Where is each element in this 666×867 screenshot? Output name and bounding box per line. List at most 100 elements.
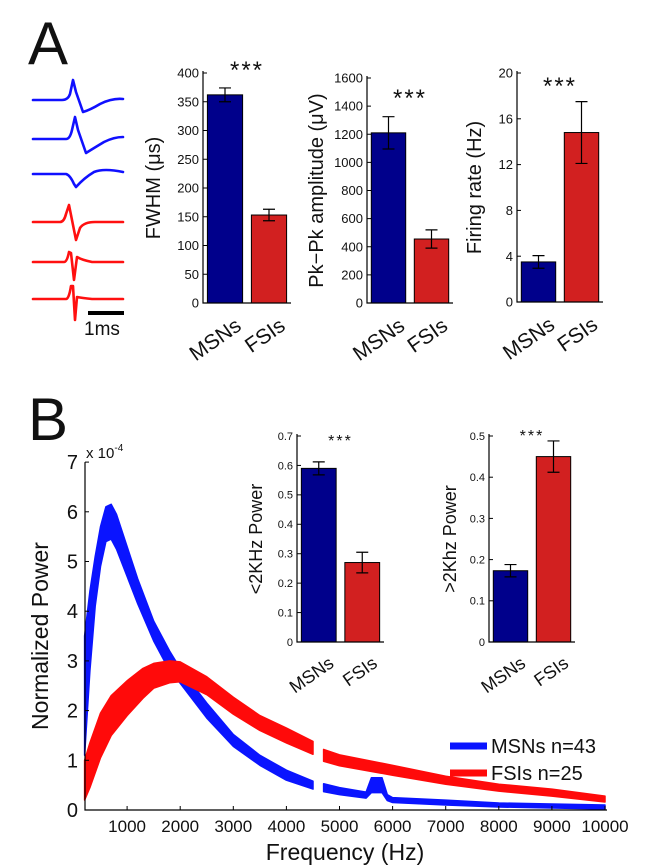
y-tick-label: 0.3 [470,513,485,525]
series-band-fsis [322,748,606,803]
y-tick-label: 0.1 [278,607,293,619]
y-tick-label: 0.2 [278,578,293,590]
significance-annotation: *** [543,73,577,100]
y-axis-label: Pk−Pk amplitude (μV) [306,93,328,287]
error-bar [575,101,588,165]
spectrum-chart: 0 1 2 3 4 5 6 7 1000 2000 3000 4000 5000 6000 7000 8000… [27,443,629,865]
y-tick-label: 100 [177,238,199,253]
y-tick-label: 12 [499,157,513,172]
y-tick-label: 4 [67,601,78,623]
y-tick-label: 0 [287,637,293,649]
x-tick-label: 10000 [581,817,628,836]
category-label: MSNs [477,653,529,697]
panel-label-b: B [28,386,68,453]
significance-annotation: *** [230,57,264,84]
legend-label: MSNs n=43 [491,736,596,758]
y-axis-label: FWHM (μs) [143,137,165,240]
significance-annotation: *** [393,85,427,112]
y-tick-label: 1000 [334,155,363,170]
category-label: FSIs [241,314,290,358]
bar-msns [370,132,407,304]
y-tick-label: 0.3 [278,549,293,561]
bar-chart-low: MSNs FSIs 0 0.1 0.2 0.3 0.4 0.5 0.6 0.7 <2KHz Powe… [246,431,384,697]
error-bar [504,563,517,578]
category-label: FSIs [403,314,452,358]
bar-msns [492,570,529,643]
y-exponent: -4 [114,443,123,454]
bar-fsis [250,214,288,304]
y-tick-label: 7 [67,452,78,474]
y-tick-label: 400 [341,239,363,254]
y-tick-label: 0 [67,800,78,822]
y-tick-label: 600 [341,211,363,226]
bar-fsis [344,562,381,643]
category-label: FSIs [553,313,602,357]
waveform-msn-2 [31,115,125,155]
y-tick-label: 1600 [334,71,363,86]
x-tick-label: 5000 [321,817,359,836]
y-tick-label: 0 [479,637,485,649]
error-bar [356,551,369,574]
y-tick-label: 200 [341,267,363,282]
y-tick-label: 0.1 [470,596,485,608]
y-tick-label: 0.2 [470,554,485,566]
bar-fsis [535,456,572,643]
waveform-fsi-2 [31,250,125,282]
waveform-fsi-3 [31,284,125,322]
error-bar [219,87,231,103]
significance-annotation: *** [520,428,545,445]
y-tick-label: 0.5 [470,431,485,443]
error-bar [425,229,438,249]
y-tick-label: 2 [67,701,78,723]
y-tick-label: 16 [499,111,513,126]
y-tick-label: 400 [177,66,199,81]
significance-annotation: *** [328,433,353,450]
category-label: FSIs [530,653,572,691]
y-tick-label: 1 [67,750,78,772]
bar-chart-high: MSNs FSIs 0 0.1 0.2 0.3 0.4 0.5 >2Khz Power *** [440,428,575,697]
waveform-fsi-1 [31,203,125,242]
y-axis-label: Normalized Power [27,542,53,730]
waveform-msn-3 [31,168,125,189]
y-tick-label: 6 [67,502,78,524]
legend-label: FSIs n=25 [491,763,583,785]
category-label: FSIs [339,653,381,691]
y-tick-label: 20 [499,66,513,81]
x-axis-label: Frequency (Hz) [266,839,424,865]
x-tick-label: 9000 [533,817,571,836]
error-bar [263,208,275,222]
y-tick-label: 4 [506,249,513,264]
x-tick-label: 3000 [214,817,252,836]
y-tick-label: 8 [506,203,513,218]
error-bar [547,440,560,473]
y-tick-label: 0.4 [278,519,293,531]
x-tick-label: 6000 [374,817,412,836]
x-tick-label: 2000 [161,817,199,836]
y-tick-label: 0 [192,296,199,311]
error-bar [382,116,395,150]
waveforms [31,78,125,322]
y-tick-label: 1200 [334,127,363,142]
y-tick-label: 150 [177,209,199,224]
y-axis-label: <2KHz Power [246,484,266,595]
y-tick-label: 350 [177,94,199,109]
y-tick-label: 0.6 [278,460,293,472]
y-multiplier: x 10-4 [86,443,124,462]
x-tick-label: 1000 [108,817,146,836]
y-axis-label: Firing rate (Hz) [464,121,486,254]
error-bar [532,255,545,269]
y-axis-label: >2Khz Power [440,485,460,593]
y-tick-label: 0 [506,295,513,310]
y-tick-label: 0.7 [278,431,293,443]
category-label: MSNs [286,653,338,697]
y-tick-label: 0 [356,296,363,311]
y-tick-label: 300 [177,123,199,138]
category-label: MSNs [349,314,409,366]
y-tick-label: 5 [67,552,78,574]
y-tick-label: 50 [185,267,199,282]
y-tick-label: 3 [67,651,78,673]
bar-msns [206,94,244,304]
series-band-fsis [83,660,314,801]
